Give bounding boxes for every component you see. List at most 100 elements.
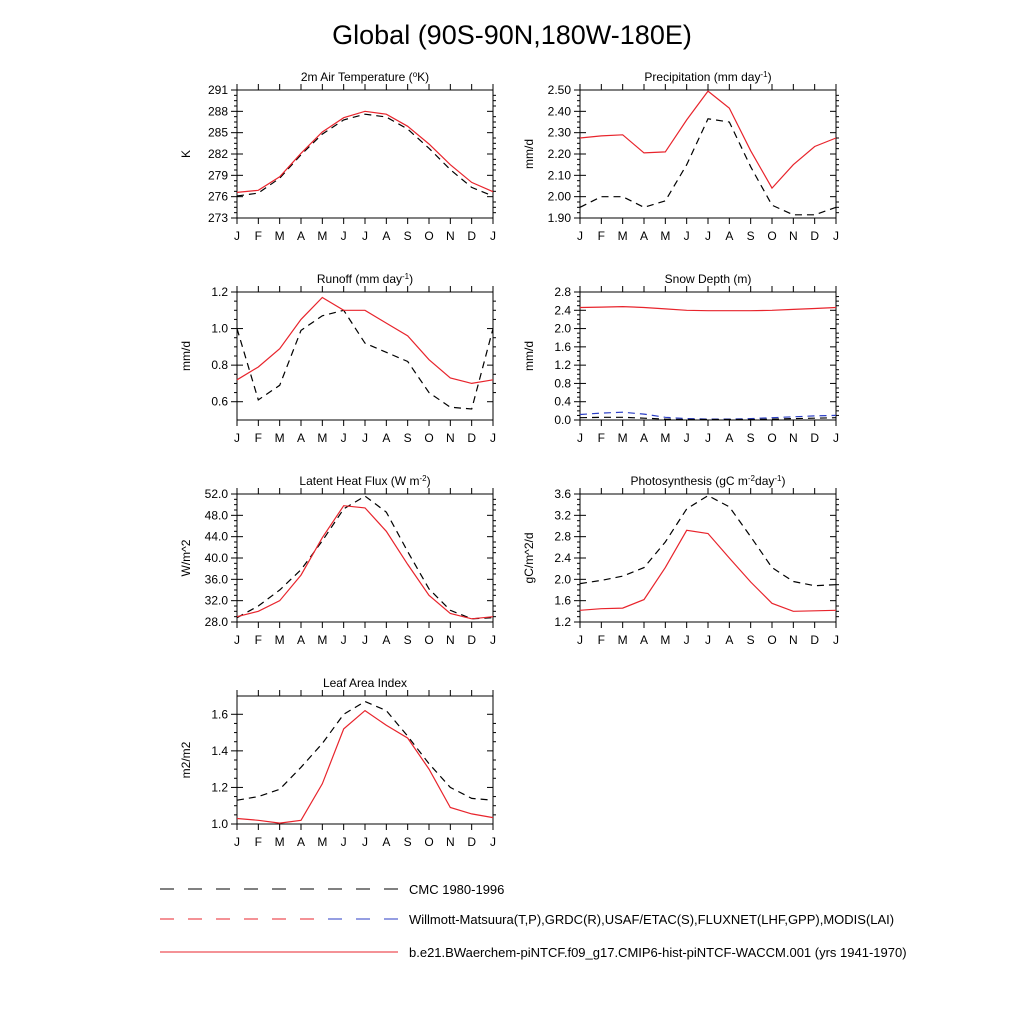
series-line-model [236,110,494,193]
series-line-model [236,505,494,620]
series-line-obs [579,118,837,216]
x-tick-label: J [705,431,711,445]
y-tick-label: 1.4 [211,744,228,758]
x-tick-label: D [467,835,476,849]
y-tick-label: 2.30 [548,126,572,140]
y-tick-label: 0.8 [554,376,571,390]
plot-frame [579,493,837,623]
x-tick-label: J [490,835,496,849]
x-tick-label: O [767,229,776,243]
x-tick-label: D [467,633,476,647]
x-tick-label: N [789,229,798,243]
panel-5: Latent Heat Flux (W m-2) W/m^2 28.0 32.0 36.… [179,474,496,647]
x-tick-label: O [424,835,433,849]
x-tick-label: N [446,633,455,647]
x-tick-label: J [341,835,347,849]
x-tick-label: M [618,431,628,445]
series-line-model [579,90,837,190]
x-tick-label: D [467,431,476,445]
x-tick-label: N [446,229,455,243]
y-tick-label: 1.2 [554,615,571,629]
y-axis-label: gC/m^2/d [522,533,536,584]
y-tick-label: 282 [208,147,228,161]
legend-label: Willmott-Matsuura(T,P),GRDC(R),USAF/ETAC… [409,912,894,927]
y-tick-label: 52.0 [205,487,229,501]
x-tick-label: O [424,431,433,445]
x-tick-label: F [598,633,605,647]
x-tick-label: N [446,835,455,849]
x-tick-label: S [747,229,755,243]
x-tick-label: D [810,229,819,243]
y-tick-label: 2.40 [548,104,572,118]
x-tick-label: J [341,431,347,445]
x-tick-label: M [660,633,670,647]
panels: 2m Air Temperature (oK) K 273 276 279 282 285 2… [179,70,839,849]
series-line-obs [579,416,837,421]
y-tick-label: 44.0 [205,530,229,544]
x-tick-label: A [382,229,390,243]
y-tick-label: 2.4 [554,303,571,317]
x-tick-label: M [275,431,285,445]
y-tick-label: 288 [208,104,228,118]
y-tick-label: 1.90 [548,211,572,225]
x-tick-label: J [490,229,496,243]
x-tick-label: M [275,633,285,647]
x-tick-label: M [317,431,327,445]
y-tick-label: 2.4 [554,551,571,565]
x-tick-label: S [404,229,412,243]
x-tick-label: J [833,633,839,647]
panel-6: Photosynthesis (gC m-2day-1) gC/m^2/d 1.2 1… [522,474,839,647]
y-tick-label: 2.0 [554,572,571,586]
x-tick-label: A [640,431,648,445]
y-axis-label: m2/m2 [179,741,193,778]
x-tick-label: S [404,835,412,849]
panel-1: 2m Air Temperature (oK) K 273 276 279 282 285 2… [179,70,496,243]
x-tick-label: J [234,633,240,647]
x-tick-label: F [598,229,605,243]
panel-title: Photosynthesis (gC m-2day-1) [631,474,786,488]
x-tick-label: M [317,229,327,243]
x-tick-label: M [618,229,628,243]
x-tick-label: J [362,431,368,445]
panel-2: Precipitation (mm day-1) mm/d 1.90 2.00 2.10… [522,70,839,243]
series-line-model [579,529,837,612]
y-tick-label: 273 [208,211,228,225]
plot-frame [579,89,837,219]
x-tick-label: N [446,431,455,445]
y-tick-label: 1.6 [554,340,571,354]
y-tick-label: 2.8 [554,285,571,299]
y-tick-label: 2.8 [554,530,571,544]
x-tick-label: F [255,229,262,243]
y-tick-label: 0.6 [211,395,228,409]
y-tick-label: 3.2 [554,508,571,522]
plot-frame [236,695,494,825]
y-tick-label: 2.0 [554,322,571,336]
x-tick-label: A [382,431,390,445]
x-tick-label: A [297,229,305,243]
x-tick-label: S [404,431,412,445]
y-tick-label: 32.0 [205,594,229,608]
x-tick-label: M [317,633,327,647]
x-tick-label: A [297,633,305,647]
series-line-obs [236,113,494,197]
x-tick-label: M [275,229,285,243]
y-tick-label: 1.0 [211,322,228,336]
x-tick-label: A [640,633,648,647]
y-tick-label: 2.50 [548,83,572,97]
y-tick-label: 1.2 [211,780,228,794]
x-tick-label: J [234,431,240,445]
legend: CMC 1980-1996 Willmott-Matsuura(T,P),GRDC… [160,882,907,960]
y-tick-label: 48.0 [205,508,229,522]
x-tick-label: A [725,633,733,647]
y-tick-label: 1.0 [211,817,228,831]
x-tick-label: J [362,229,368,243]
y-tick-label: 28.0 [205,615,229,629]
y-tick-label: 285 [208,126,228,140]
x-tick-label: J [705,229,711,243]
x-tick-label: F [255,633,262,647]
legend-label: CMC 1980-1996 [409,882,504,897]
x-tick-label: J [341,633,347,647]
x-tick-label: M [275,835,285,849]
x-tick-label: J [833,431,839,445]
